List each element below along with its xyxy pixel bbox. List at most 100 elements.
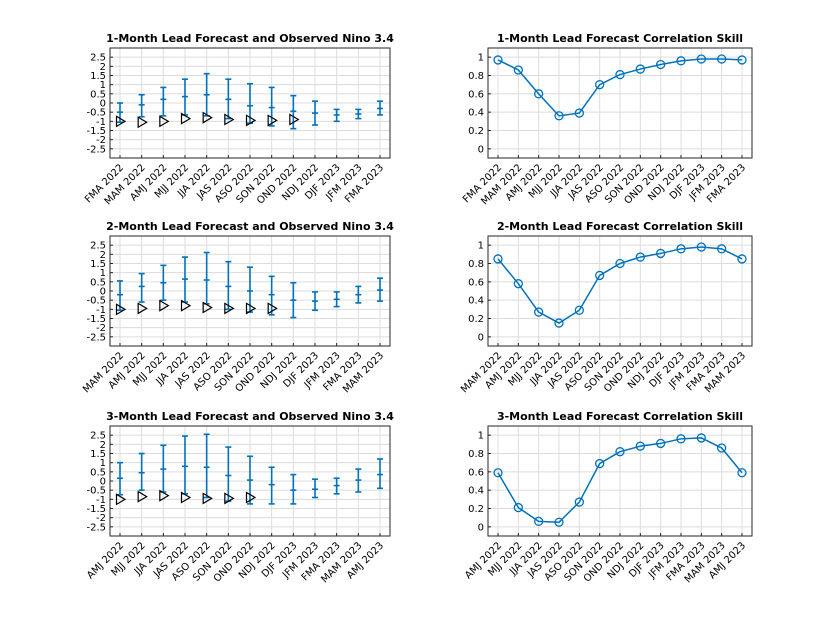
- forecast-errorbar: [377, 277, 383, 302]
- axes-box: [487, 47, 753, 159]
- observed-marker: [115, 115, 127, 128]
- forecast-errorbar: [182, 435, 188, 495]
- chart-title: 3-Month Lead Forecast Correlation Skill: [497, 410, 743, 423]
- forecast-errorbar: [355, 468, 362, 493]
- axes-box: [109, 235, 391, 347]
- forecast-errorbar: [225, 260, 232, 311]
- forecast-errorbar: [117, 461, 123, 496]
- skill-point: [635, 64, 645, 74]
- skill-point: [737, 254, 747, 264]
- observed-marker: [224, 492, 235, 505]
- y-tick-label: 2.5: [90, 241, 106, 252]
- skill-point: [696, 54, 706, 64]
- y-tick-label: 1: [100, 80, 106, 91]
- y-tick-label: -1.5: [86, 314, 106, 325]
- observed-marker: [267, 114, 278, 127]
- chart-title: 3-Month Lead Forecast and Observed Nino …: [106, 410, 394, 423]
- chart-title: 2-Month Lead Forecast and Observed Nino …: [106, 220, 394, 233]
- forecast-errorbar: [138, 272, 145, 303]
- forecast-errorbar: [268, 275, 275, 316]
- y-tick-label: -0.5: [86, 486, 106, 497]
- skill-point: [656, 59, 666, 70]
- forecast-errorbar: [225, 78, 232, 120]
- y-tick-label: 2: [100, 62, 106, 73]
- axes-box: [487, 425, 753, 537]
- y-tick-label: -1: [96, 495, 106, 506]
- skill-point: [513, 65, 523, 75]
- forecast-errorbar: [203, 72, 210, 117]
- y-tick-label: -2: [96, 323, 106, 334]
- chart-title: 1-Month Lead Forecast and Observed Nino …: [106, 32, 394, 45]
- y-tick-label: 2: [100, 440, 106, 451]
- y-tick-label: -2: [96, 513, 106, 524]
- observed-marker: [224, 302, 235, 315]
- y-tick-label: -2.5: [86, 332, 106, 343]
- skill-line: [497, 246, 743, 324]
- y-tick-label: 2: [100, 250, 106, 261]
- y-tick-label: 2.5: [90, 53, 106, 64]
- observed-marker: [267, 302, 278, 315]
- y-tick-label: 1: [478, 53, 484, 64]
- skill-point: [615, 69, 625, 80]
- forecast-errorbar: [225, 446, 232, 502]
- y-tick-label: -1.5: [86, 126, 106, 137]
- y-tick-label: -2.5: [86, 522, 106, 533]
- observed-marker: [245, 302, 257, 315]
- skill-point: [717, 244, 727, 254]
- observed-marker: [180, 112, 192, 125]
- skill-point: [635, 441, 645, 451]
- forecast-errorbar: [203, 433, 210, 499]
- observed-marker: [137, 302, 148, 315]
- skill-point: [595, 80, 605, 90]
- skill-point: [534, 516, 544, 526]
- forecast-errorbar: [160, 264, 167, 301]
- skill-point: [574, 497, 584, 507]
- skill-point: [574, 305, 584, 315]
- observed-marker: [159, 299, 170, 312]
- observed-marker: [180, 299, 192, 312]
- skill-line: [497, 58, 743, 117]
- y-tick-label: -1.5: [86, 504, 106, 515]
- y-tick-label: 1: [478, 241, 484, 252]
- skill-point: [493, 254, 503, 264]
- skill-point: [595, 458, 605, 469]
- observed-marker: [289, 113, 300, 126]
- y-tick-label: 0.6: [468, 277, 484, 288]
- forecast-errorbar: [268, 86, 275, 127]
- forecast-errorbar: [333, 291, 340, 308]
- forecast-errorbar: [268, 466, 275, 505]
- y-tick-label: 1: [478, 431, 484, 442]
- y-tick-label: -0.5: [86, 296, 106, 307]
- forecast-errorbar: [333, 108, 340, 123]
- y-tick-label: 0: [478, 144, 484, 155]
- forecast-errorbar: [312, 478, 318, 499]
- y-tick-label: -2: [96, 135, 106, 146]
- skill-point: [615, 447, 625, 457]
- y-tick-label: 0.5: [90, 467, 106, 478]
- chart-title: 1-Month Lead Forecast Correlation Skill: [497, 32, 743, 45]
- skill-point: [554, 318, 564, 328]
- observed-marker: [137, 116, 148, 129]
- skill-panel-lead-2: 2-Month Lead Forecast Correlation Skill 1…: [459, 220, 753, 395]
- forecast-errorbar: [312, 291, 318, 312]
- skill-point: [615, 258, 625, 269]
- axes-box: [109, 47, 391, 159]
- y-tick-label: 0.5: [90, 277, 106, 288]
- forecast-errorbar: [290, 94, 297, 130]
- forecast-errorbar: [355, 108, 362, 120]
- y-tick-label: 0.2: [468, 126, 484, 137]
- skill-point: [554, 517, 564, 527]
- skill-panel-lead-1: 1-Month Lead Forecast Correlation Skill 1…: [461, 32, 753, 207]
- skill-point: [493, 468, 503, 478]
- forecast-errorbar: [312, 100, 318, 126]
- skill-point: [717, 54, 727, 64]
- observed-marker: [159, 489, 170, 502]
- skill-point: [737, 55, 747, 65]
- forecast-panel-lead-2: 2-Month Lead Forecast and Observed Nino …: [81, 220, 394, 395]
- skill-point: [534, 307, 544, 317]
- observed-marker: [202, 301, 213, 314]
- chart-title: 2-Month Lead Forecast Correlation Skill: [497, 220, 743, 233]
- skill-point: [696, 433, 706, 443]
- forecast-errorbar: [377, 458, 383, 490]
